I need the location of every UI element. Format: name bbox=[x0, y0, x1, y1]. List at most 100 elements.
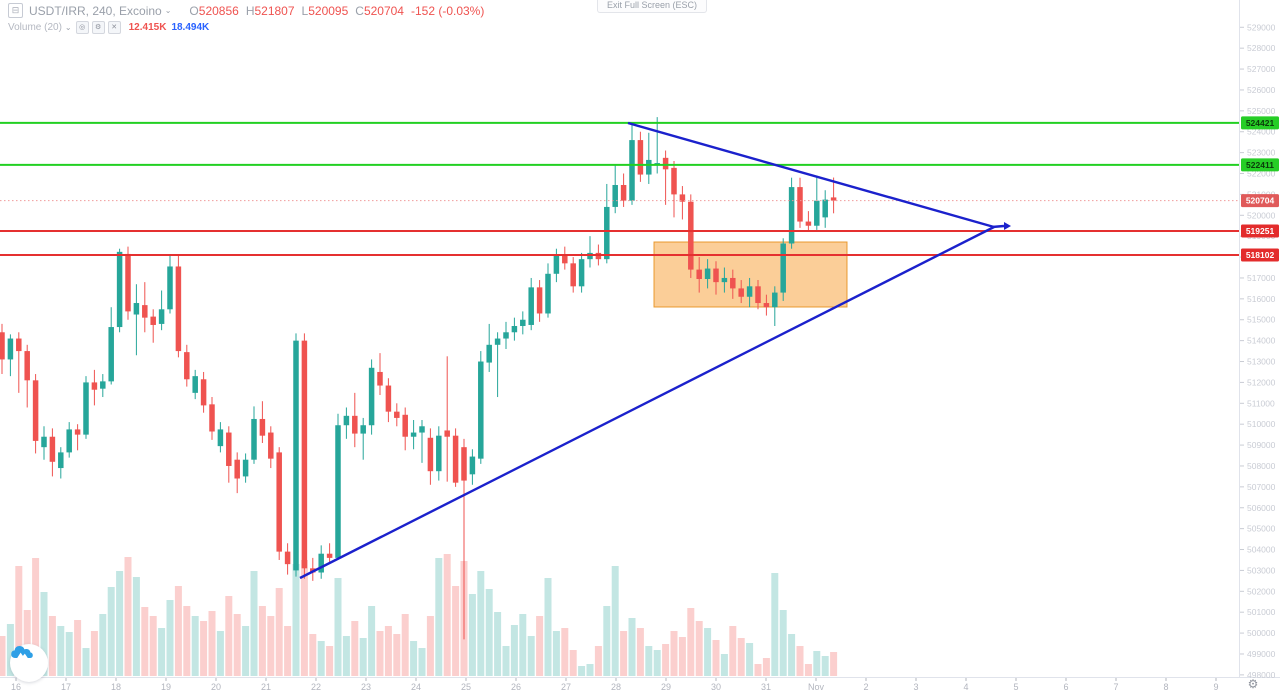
time-axis-label[interactable]: 4 bbox=[963, 682, 968, 692]
time-axis-label[interactable]: 30 bbox=[711, 682, 721, 692]
zone-rectangle-drawing[interactable] bbox=[653, 241, 848, 308]
candle-body bbox=[620, 185, 627, 201]
price-axis-label[interactable]: 508000 bbox=[1247, 461, 1276, 471]
time-axis-label[interactable]: 16 bbox=[11, 682, 21, 692]
price-axis-label[interactable]: 504000 bbox=[1247, 545, 1276, 555]
price-axis-label[interactable]: 517000 bbox=[1247, 273, 1276, 283]
volume-bar bbox=[426, 616, 434, 676]
price-axis-label[interactable]: 516000 bbox=[1247, 294, 1276, 304]
trendline-upper[interactable] bbox=[627, 121, 995, 229]
time-axis-label[interactable]: 24 bbox=[411, 682, 421, 692]
trendline-lower[interactable] bbox=[299, 225, 995, 580]
time-axis-label[interactable]: 23 bbox=[361, 682, 371, 692]
price-axis-label[interactable]: 515000 bbox=[1247, 315, 1276, 325]
time-axis-label[interactable]: Nov bbox=[808, 682, 825, 692]
candle-body bbox=[293, 340, 299, 571]
time-axis-label[interactable]: 29 bbox=[661, 682, 671, 692]
time-axis-label[interactable]: 27 bbox=[561, 682, 571, 692]
price-axis-label[interactable]: 513000 bbox=[1247, 357, 1276, 367]
volume-bar bbox=[594, 646, 602, 676]
candle-body bbox=[604, 206, 610, 260]
price-axis-label[interactable]: 525000 bbox=[1247, 106, 1276, 116]
time-axis-label[interactable]: 31 bbox=[761, 682, 771, 692]
collapse-pane-icon[interactable]: ⊟ bbox=[8, 3, 23, 18]
time-axis-label[interactable]: 8 bbox=[1163, 682, 1168, 692]
exchange-logo-button[interactable] bbox=[10, 644, 48, 682]
time-axis-label[interactable]: 21 bbox=[261, 682, 271, 692]
indicator-delete-icon[interactable]: ✕ bbox=[107, 20, 121, 34]
candle-body bbox=[175, 266, 182, 352]
symbol-row[interactable]: ⊟ USDT/IRR, 240, Excoino ⌄ O520856 H5218… bbox=[8, 3, 484, 18]
time-axis-label[interactable]: 3 bbox=[913, 682, 918, 692]
price-axis-label[interactable]: 505000 bbox=[1247, 524, 1276, 534]
time-axis-label[interactable]: 9 bbox=[1213, 682, 1218, 692]
indicator-title[interactable]: Volume (20) bbox=[8, 21, 62, 33]
volume-bar bbox=[662, 644, 670, 676]
price-axis-label[interactable]: 522000 bbox=[1247, 169, 1276, 179]
price-axis-label[interactable]: 501000 bbox=[1247, 607, 1276, 617]
time-axis-label[interactable]: 5 bbox=[1013, 682, 1018, 692]
indicator-settings-icon[interactable]: ⚙ bbox=[91, 20, 105, 34]
chevron-down-icon[interactable]: ⌄ bbox=[164, 6, 172, 15]
price-axis-label[interactable]: 514000 bbox=[1247, 336, 1276, 346]
price-axis-label[interactable]: 503000 bbox=[1247, 565, 1276, 575]
volume-bar bbox=[695, 621, 703, 676]
volume-bar bbox=[502, 646, 510, 676]
time-axis-label[interactable]: 2 bbox=[863, 682, 868, 692]
price-badge-519251 bbox=[1241, 224, 1279, 238]
price-axis-label[interactable]: 526000 bbox=[1247, 85, 1276, 95]
candle-body bbox=[58, 452, 64, 469]
volume-bar bbox=[6, 624, 14, 676]
time-axis-label[interactable]: 17 bbox=[61, 682, 71, 692]
time-axis-label[interactable]: 20 bbox=[211, 682, 221, 692]
time-axis-label[interactable]: 7 bbox=[1113, 682, 1118, 692]
axis-settings-gear-icon[interactable]: ⚙ bbox=[1247, 677, 1259, 691]
price-axis-label[interactable]: 520000 bbox=[1247, 210, 1276, 220]
candle-body bbox=[16, 338, 22, 352]
volume-bar bbox=[804, 664, 812, 676]
price-axis-label[interactable]: 499000 bbox=[1247, 649, 1276, 659]
indicator-source-icon[interactable]: ◎ bbox=[75, 20, 89, 34]
candle-body bbox=[671, 167, 677, 195]
volume-bar bbox=[309, 634, 317, 676]
time-axis-label[interactable]: 18 bbox=[111, 682, 121, 692]
price-axis-label[interactable]: 527000 bbox=[1247, 64, 1276, 74]
candle-body bbox=[763, 303, 770, 308]
price-axis-label[interactable]: 502000 bbox=[1247, 586, 1276, 596]
price-axis-label[interactable]: 500000 bbox=[1247, 628, 1276, 638]
price-axis-label[interactable]: 509000 bbox=[1247, 440, 1276, 450]
candle-body bbox=[797, 187, 803, 222]
candle-body bbox=[116, 251, 123, 328]
price-axis-label[interactable]: 507000 bbox=[1247, 482, 1276, 492]
time-axis-label[interactable]: 6 bbox=[1063, 682, 1068, 692]
volume-bar bbox=[15, 566, 23, 676]
price-axis-label[interactable]: 511000 bbox=[1247, 398, 1275, 408]
candle-body bbox=[251, 418, 257, 460]
price-axis-label[interactable]: 528000 bbox=[1247, 43, 1276, 53]
chevron-down-icon[interactable]: ⌄ bbox=[64, 22, 72, 32]
symbol-title[interactable]: USDT/IRR, 240, Excoino bbox=[29, 3, 162, 18]
price-axis-label[interactable]: 512000 bbox=[1247, 377, 1276, 387]
price-axis-label[interactable]: 510000 bbox=[1247, 419, 1276, 429]
price-axis-label[interactable]: 498000 bbox=[1247, 670, 1276, 680]
volume-bar bbox=[200, 621, 208, 676]
price-axis-label[interactable]: 523000 bbox=[1247, 148, 1276, 158]
candle-body bbox=[318, 553, 324, 573]
candle-body bbox=[352, 415, 358, 434]
candle-body bbox=[242, 459, 249, 477]
price-badge-524421 bbox=[1241, 116, 1279, 130]
volume-bar bbox=[485, 589, 493, 676]
time-axis-label[interactable]: 28 bbox=[611, 682, 621, 692]
volume-bar bbox=[23, 610, 31, 676]
time-axis-label[interactable]: 26 bbox=[511, 682, 521, 692]
candle-body bbox=[788, 187, 795, 244]
price-axis-label[interactable]: 529000 bbox=[1247, 22, 1276, 32]
price-axis-label[interactable]: 506000 bbox=[1247, 503, 1276, 513]
time-axis-label[interactable]: 19 bbox=[161, 682, 171, 692]
time-axis-label[interactable]: 25 bbox=[461, 682, 471, 692]
price-axis-label[interactable]: 524000 bbox=[1247, 127, 1276, 137]
time-axis-label[interactable]: 22 bbox=[311, 682, 321, 692]
volume-bar bbox=[611, 566, 619, 676]
